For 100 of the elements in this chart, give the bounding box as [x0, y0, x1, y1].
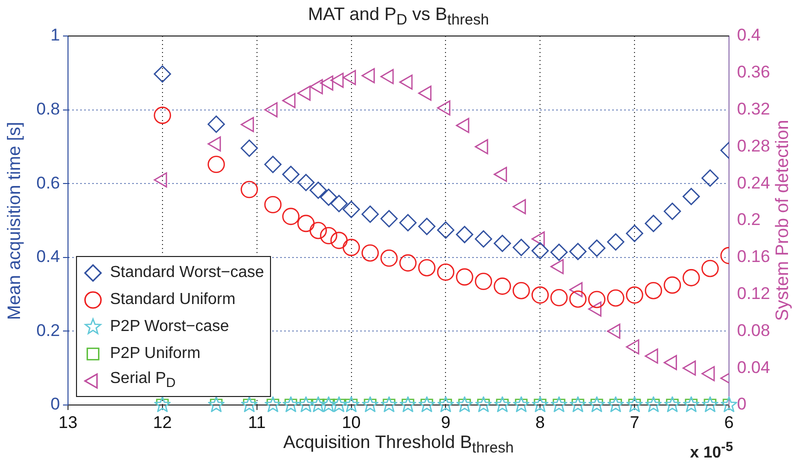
x-tick-label: 10	[342, 412, 361, 432]
y2-tick-label: 0.12	[737, 284, 770, 303]
point	[701, 169, 719, 187]
point	[664, 354, 677, 370]
point	[154, 172, 168, 188]
point	[607, 396, 624, 412]
y2-tick-label: 0.2	[737, 210, 761, 230]
y-axis-title: Mean acquisition time [s]	[4, 121, 25, 320]
point	[310, 182, 327, 199]
point	[456, 268, 474, 286]
x-tick-label: 11	[248, 412, 266, 432]
point	[569, 242, 587, 260]
legend-label: Standard Worst−case	[110, 264, 264, 282]
point	[297, 174, 315, 192]
point	[208, 136, 221, 152]
point	[399, 254, 417, 272]
point	[701, 260, 719, 278]
point	[380, 396, 398, 412]
point	[475, 396, 492, 412]
point	[240, 116, 254, 132]
point	[645, 396, 662, 412]
point	[701, 366, 715, 382]
point	[437, 100, 450, 116]
point	[297, 214, 315, 232]
point	[208, 396, 225, 412]
point	[531, 286, 549, 304]
point	[282, 208, 300, 226]
point	[682, 188, 700, 206]
y-tick-label: 1	[50, 26, 60, 45]
point	[644, 282, 662, 300]
point	[310, 396, 326, 412]
point	[588, 290, 606, 308]
point	[362, 396, 378, 412]
legend-label: P2P Worst−case	[110, 318, 230, 336]
point	[342, 200, 360, 218]
point	[569, 282, 583, 298]
point	[343, 396, 360, 412]
point	[282, 166, 300, 184]
point	[208, 116, 225, 133]
y2-tick-label: 0.08	[737, 320, 770, 340]
point	[320, 396, 337, 412]
point	[494, 234, 512, 252]
point	[418, 218, 436, 236]
point	[297, 86, 311, 101]
point	[513, 396, 530, 412]
point	[588, 396, 606, 412]
x-tick-label: 9	[440, 412, 450, 432]
point	[474, 272, 492, 290]
point	[474, 139, 488, 154]
point	[264, 396, 282, 412]
point	[399, 74, 413, 90]
x-tick-label: 13	[58, 412, 78, 432]
point	[437, 396, 454, 412]
legend-label: P2P Uniform	[110, 344, 200, 362]
y2-tick-label: 0.24	[737, 173, 770, 192]
x-tick-label: 7	[630, 412, 640, 432]
point	[644, 214, 662, 232]
point	[342, 238, 360, 256]
point	[264, 156, 282, 174]
point	[330, 396, 348, 412]
point	[607, 233, 624, 251]
point	[550, 396, 568, 412]
point	[437, 264, 454, 281]
legend-label: Standard Uniform	[110, 290, 236, 308]
point	[456, 396, 473, 412]
point	[418, 86, 432, 101]
y2-axis-title: System Prob of detection	[772, 120, 793, 321]
point	[494, 278, 512, 295]
point	[664, 396, 681, 412]
point	[456, 226, 474, 244]
point	[550, 259, 564, 274]
y-tick-label: 0.6	[36, 173, 60, 192]
y2-tick-label: 0.36	[737, 62, 770, 82]
point	[570, 396, 586, 412]
point	[282, 396, 300, 412]
y2-tick-label: 0.16	[737, 247, 770, 266]
y-tick-label: 0.8	[36, 99, 60, 118]
text: x 10$^{-5}$	[690, 439, 733, 462]
point	[362, 244, 379, 262]
point	[320, 226, 338, 244]
point	[400, 396, 416, 412]
point	[682, 269, 700, 286]
point	[664, 202, 681, 220]
point	[264, 196, 282, 214]
point	[626, 339, 640, 354]
point	[264, 102, 278, 118]
point	[362, 68, 375, 84]
point	[550, 244, 568, 261]
x-axis-title: Acquisition Threshold B$_{thresh}$	[283, 432, 514, 457]
point	[531, 231, 545, 247]
chart-title: MAT and P$_{D}$ vs B$_{thresh}$	[308, 4, 489, 29]
point	[682, 360, 696, 376]
point	[720, 396, 738, 412]
point	[330, 194, 348, 212]
point	[320, 188, 338, 206]
point	[474, 230, 492, 248]
point	[330, 72, 344, 88]
point	[241, 396, 258, 412]
point	[298, 396, 314, 412]
point	[342, 70, 356, 86]
